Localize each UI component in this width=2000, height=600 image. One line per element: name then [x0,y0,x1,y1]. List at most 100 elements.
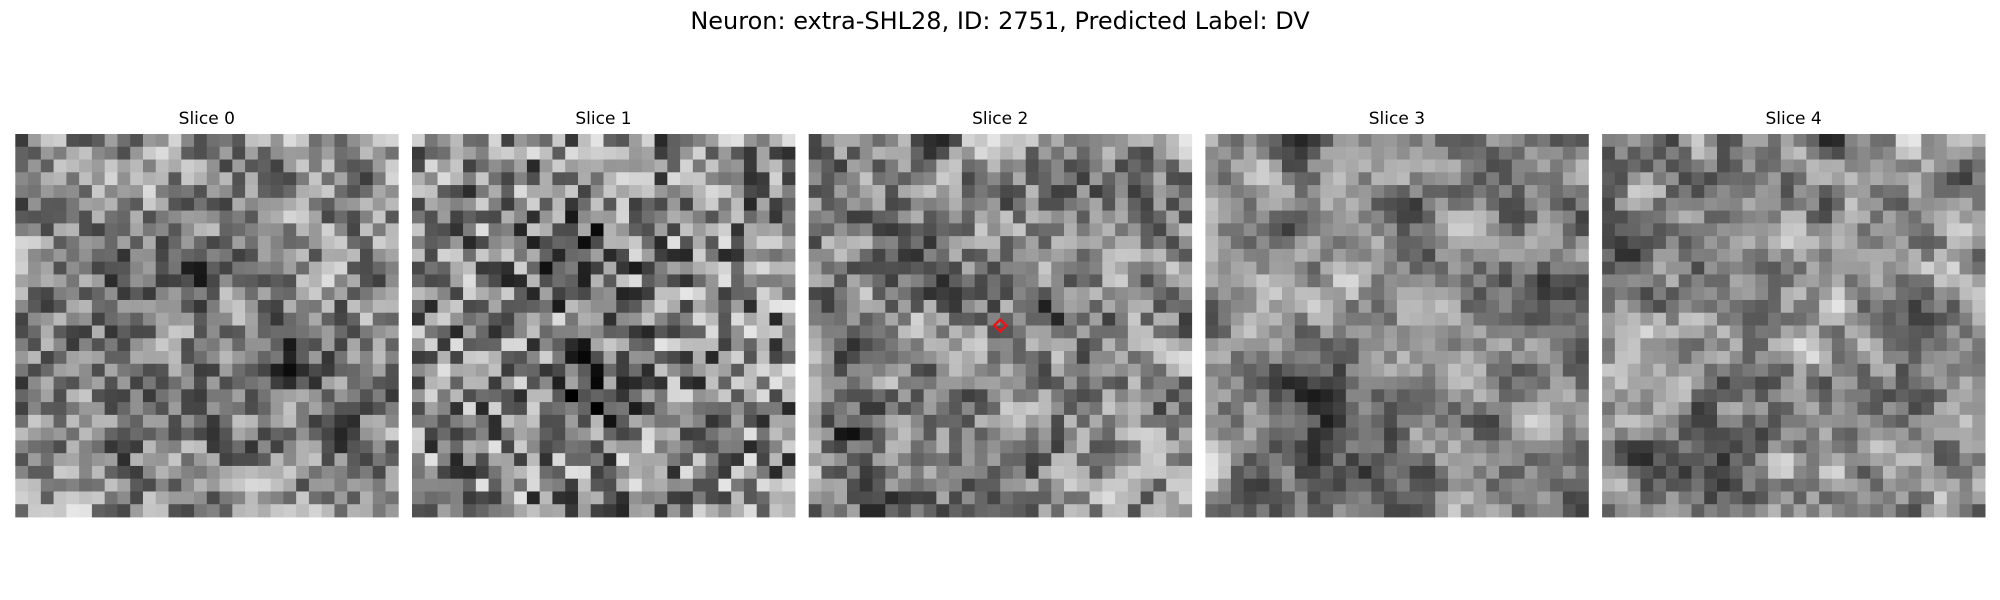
pixel [1908,338,1922,352]
pixel [910,197,924,211]
pixel [1282,325,1296,339]
pixel [1384,325,1398,339]
pixel [1575,504,1589,518]
pixel [1102,491,1116,505]
pixel [1627,172,1641,186]
pixel [1358,376,1372,390]
pixel [130,185,144,199]
pixel [206,504,220,518]
pixel [1793,363,1807,377]
pixel [756,197,770,211]
pixel [181,389,195,403]
pixel [334,299,348,314]
pixel [769,363,783,377]
pixel [1256,427,1270,441]
pixel [1550,274,1564,288]
pixel [1614,197,1629,211]
pixel [552,338,566,352]
pixel [1000,299,1014,314]
pixel [347,210,361,224]
pixel [15,172,29,186]
pixel [321,491,335,505]
pixel [450,146,464,160]
pixel [91,312,106,326]
pixel [731,389,745,403]
pixel [257,363,272,377]
pixel [1768,504,1782,518]
pixel [565,363,579,377]
pixel [424,287,438,301]
pixel [1038,363,1052,377]
pixel [1780,287,1794,301]
pixel [1460,338,1474,352]
pixel [1614,376,1629,390]
pixel [104,185,118,199]
pixel [1870,427,1884,441]
pixel [616,134,630,148]
pixel [641,287,655,301]
pixel [1614,491,1629,505]
pixel [987,465,1001,480]
pixel [321,146,335,160]
pixel [552,172,566,186]
pixel [680,185,694,199]
pixel [1205,287,1219,301]
pixel [1115,248,1129,263]
pixel [859,504,873,518]
pixel [1371,185,1385,199]
pixel [104,389,118,403]
pixel [53,261,67,275]
pixel [1511,134,1525,148]
pixel [705,376,719,390]
pixel [898,453,912,467]
pixel [1064,287,1078,301]
pixel [117,299,131,314]
pixel [1524,325,1538,339]
pixel [641,478,655,492]
pixel [1140,465,1154,480]
pixel [859,287,873,301]
pixel [1524,185,1538,199]
pixel [731,146,745,160]
pixel [1371,351,1385,365]
pixel [475,172,489,186]
pixel [104,159,118,173]
pixel [1717,236,1731,250]
pixel [130,287,144,301]
pixel [1831,402,1846,416]
pixel [1243,491,1257,505]
pixel [245,465,259,480]
pixel [514,172,528,186]
pixel [641,351,655,365]
pixel [1921,261,1935,275]
pixel [1844,248,1858,263]
pixel [1089,453,1103,467]
pixel [756,274,770,288]
pixel [1025,325,1039,339]
pixel [1038,504,1052,518]
pixel [834,185,848,199]
pixel [1946,261,1960,275]
pixel [1178,197,1193,211]
pixel [1653,312,1667,326]
pixel [1691,274,1705,288]
pixel [1742,491,1756,505]
pixel [1473,223,1487,237]
pixel [168,261,182,275]
pixel [834,440,848,454]
pixel [450,389,464,403]
pixel [412,465,426,480]
pixel [1921,210,1935,224]
pixel [1717,504,1731,518]
pixel [1921,146,1935,160]
pixel [974,274,988,288]
pixel [168,146,182,160]
pixel [616,287,630,301]
pixel [1384,274,1398,288]
pixel [1243,146,1257,160]
pixel [1844,504,1858,518]
pixel [1691,478,1705,492]
pixel [1882,299,1897,314]
pixel [552,351,566,365]
pixel [206,274,220,288]
